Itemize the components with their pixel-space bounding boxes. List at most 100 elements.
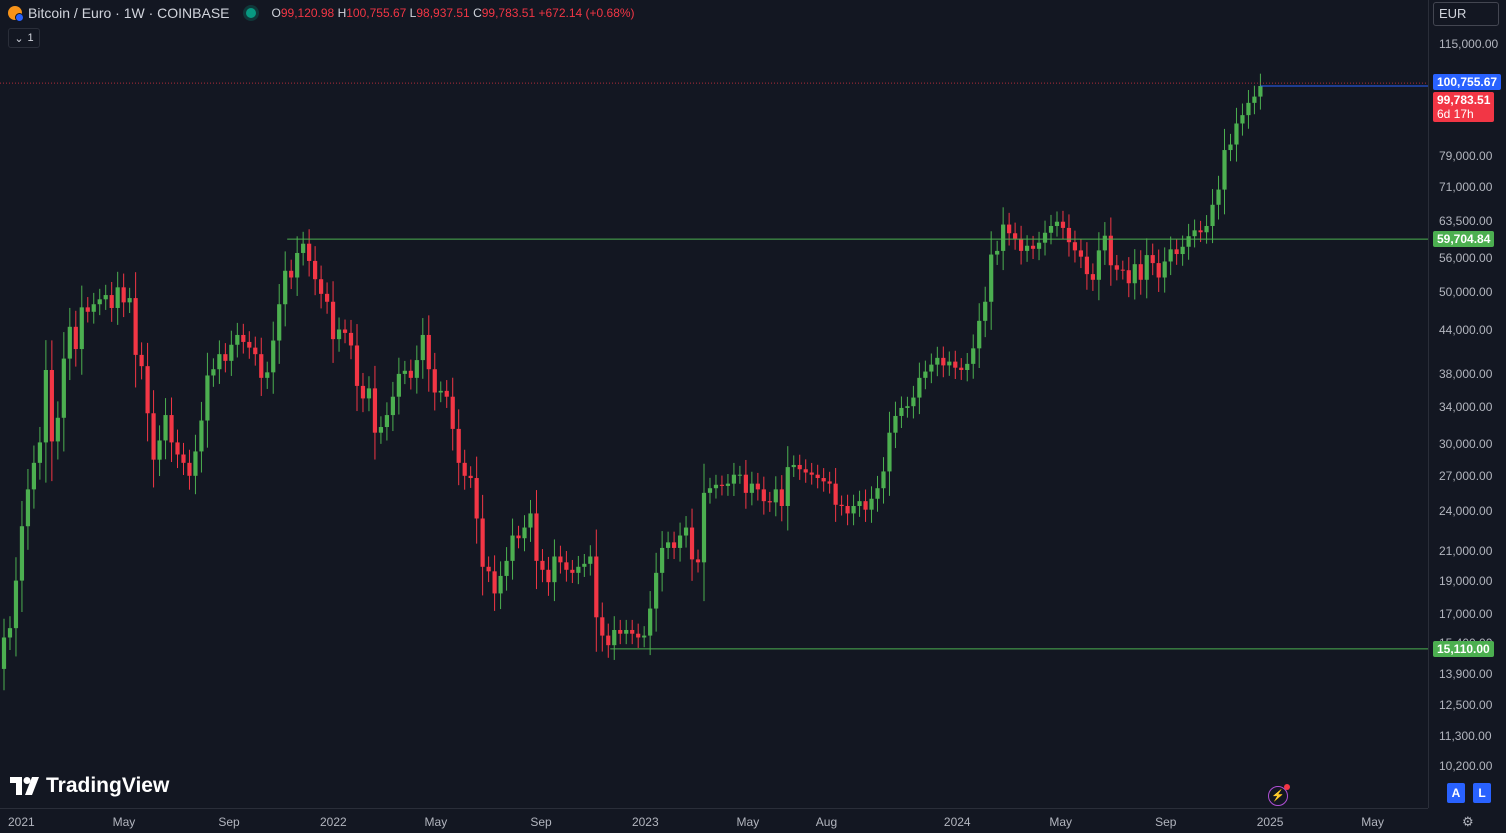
candle-body (115, 287, 120, 308)
price-tick-label: 63,500.00 (1439, 213, 1493, 228)
candle-body (552, 556, 557, 583)
candle-body (265, 372, 270, 378)
candle-body (995, 250, 1000, 255)
candle-body (175, 442, 180, 455)
price-chart[interactable] (0, 0, 1428, 808)
symbol-title[interactable]: Bitcoin / Euro · 1W · COINBASE (28, 5, 230, 21)
candle-body (983, 301, 988, 321)
candle-body (480, 518, 485, 567)
candle-body (941, 357, 946, 366)
candle-body (402, 370, 407, 374)
close-value: 99,783.51 (481, 6, 536, 20)
currency-select[interactable]: EUR (1433, 2, 1499, 26)
candle-body (731, 474, 737, 484)
candle-body (1066, 227, 1072, 243)
candle-body (211, 369, 216, 376)
collapse-indicators-button[interactable]: ⌄ 1 (8, 28, 40, 48)
candle-body (666, 542, 671, 548)
candle-body (516, 535, 521, 539)
candle-body (833, 483, 838, 505)
candle-body (492, 571, 497, 594)
candle-body (229, 344, 234, 361)
candle-body (1144, 255, 1149, 280)
log-scale-button[interactable]: L (1473, 783, 1491, 803)
candle-body (534, 513, 539, 561)
candle-body (564, 562, 569, 570)
candle-body (528, 513, 533, 528)
candle-body (1001, 224, 1006, 251)
gear-icon[interactable]: ⚙ (1462, 814, 1474, 829)
time-tick-label: Sep (218, 815, 240, 829)
auto-scale-button[interactable]: A (1447, 783, 1465, 803)
high-value: 100,755.67 (346, 6, 407, 20)
candle-body (247, 341, 252, 348)
time-axis[interactable]: 2021 May Sep 2022 May Sep 2023 May Aug 2024 May Sep… (0, 808, 1428, 833)
ohlc-values: O99,120.98 H100,755.67 L98,937.51 C99,78… (271, 6, 635, 20)
candle-body (755, 483, 760, 490)
price-tick-label: 79,000.00 (1439, 148, 1493, 163)
price-axis[interactable]: 115,000.0091,000.0079,000.0071,000.0063,… (1428, 0, 1506, 808)
candle-body (127, 298, 132, 303)
market-status-icon[interactable] (245, 8, 256, 18)
candle-body (390, 396, 395, 416)
price-tick-label: 44,000.00 (1439, 323, 1493, 338)
candle-body (977, 320, 982, 349)
candle-body (43, 369, 48, 443)
candle-body (1198, 230, 1203, 233)
candle-body (7, 628, 13, 638)
candle-body (438, 390, 443, 393)
candle-body (701, 492, 707, 563)
candle-body (91, 304, 96, 312)
candle-body (648, 608, 653, 636)
candle-body (301, 243, 306, 253)
candle-body (935, 357, 940, 365)
candle-body (235, 334, 240, 345)
price-tick-label: 19,000.00 (1439, 573, 1493, 588)
candle-body (67, 326, 72, 359)
candle-body (504, 560, 509, 576)
candle-body (271, 340, 276, 373)
price-tick-label: 13,900.00 (1439, 666, 1493, 681)
candle-body (1018, 238, 1024, 251)
time-tick-label: May (1049, 815, 1073, 829)
candle-body (1078, 250, 1084, 257)
candle-body (217, 354, 222, 370)
candle-body (486, 566, 491, 572)
candle-body (307, 243, 312, 261)
price-tick-label: 38,000.00 (1439, 366, 1493, 381)
price-tick-label: 12,500.00 (1439, 698, 1493, 713)
candle-body (462, 462, 467, 476)
candle-body (157, 440, 162, 460)
candle-body (396, 373, 401, 397)
time-tick-label: Sep (1155, 815, 1177, 829)
candle-body (193, 451, 198, 476)
lightning-icon[interactable]: ⚡ (1268, 784, 1290, 806)
candle-body (1246, 102, 1251, 116)
candle-body (923, 371, 928, 378)
candle-body (139, 354, 144, 367)
candle-body (1120, 269, 1125, 271)
candle-body (947, 361, 952, 366)
price-tick-label: 56,000.00 (1439, 251, 1493, 266)
candle-body (1192, 230, 1197, 237)
candle-body (773, 489, 778, 503)
candle-body (1186, 236, 1191, 247)
candle-body (911, 397, 916, 407)
candle-body (253, 347, 258, 355)
candle-body (887, 432, 892, 472)
candle-body (971, 348, 976, 364)
candle-body (151, 413, 156, 460)
candle-body (360, 385, 366, 399)
candle-body (1090, 274, 1095, 280)
candle-body (474, 478, 479, 519)
candle-body (1102, 235, 1107, 251)
candle-body (330, 301, 336, 340)
candle-body (348, 332, 354, 346)
candle-body (1138, 264, 1143, 280)
candle-body (25, 489, 31, 527)
candle-body (683, 527, 689, 536)
candle-body (929, 364, 934, 372)
candle-body (624, 629, 629, 634)
candle-body (324, 293, 330, 302)
candle-body (1, 637, 7, 669)
